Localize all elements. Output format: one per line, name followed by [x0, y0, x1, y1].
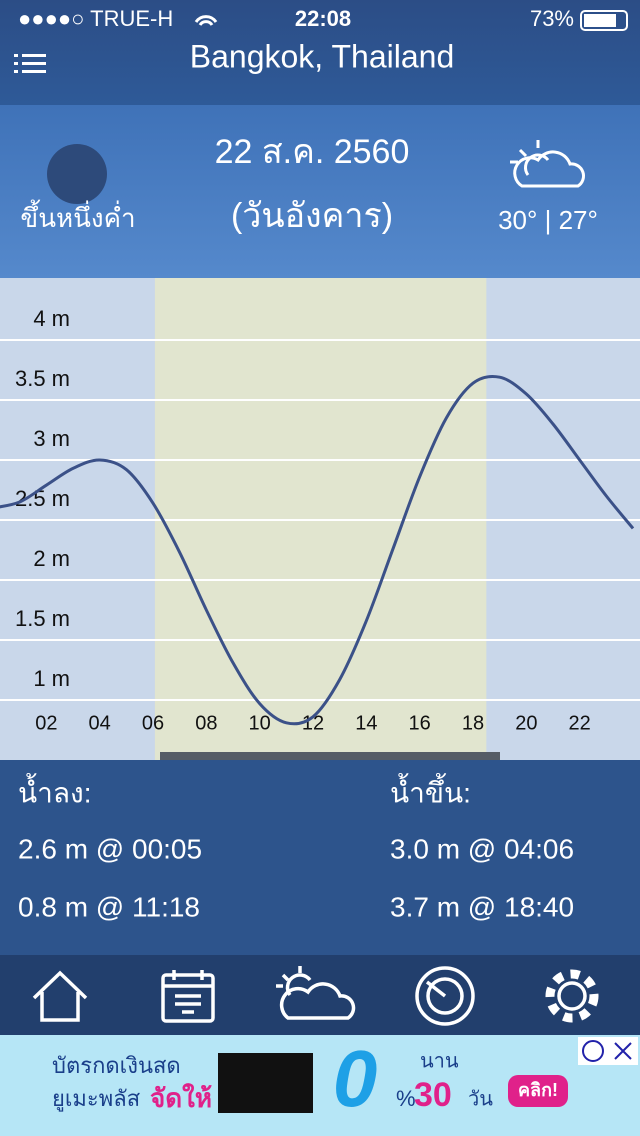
y-tick-label: 3.5 m [15, 366, 70, 391]
x-tick-label: 02 [35, 712, 57, 734]
ad-text: % [396, 1086, 416, 1111]
ad-text: 0 [333, 1034, 378, 1123]
ad-close[interactable] [614, 1042, 632, 1060]
ad-text: ยูเมะพลัส [52, 1086, 141, 1112]
x-tick-label: 14 [355, 712, 377, 734]
battery-level [584, 14, 616, 27]
x-tick-label: 20 [515, 712, 537, 734]
x-tick-label: 16 [409, 712, 431, 734]
weather-icon [510, 140, 585, 188]
x-tick-label: 18 [462, 712, 484, 734]
y-tick-label: 2.5 m [15, 486, 70, 511]
scroll-indicator [160, 752, 500, 760]
x-tick-label: 12 [302, 712, 324, 734]
temperature: 30° | 27° [498, 205, 598, 235]
ad-info[interactable] [582, 1040, 604, 1062]
y-tick-label: 1 m [33, 666, 70, 691]
tide-line [0, 374, 635, 726]
low-tide: 2.6 m @ 00:05 [18, 833, 202, 864]
y-tick-label: 1.5 m [15, 606, 70, 631]
menu-button[interactable] [14, 54, 46, 73]
forecast-tab[interactable] [276, 966, 356, 1020]
ad-card [218, 1053, 313, 1113]
ad-text: วัน [468, 1088, 493, 1110]
ad-text: นาน [420, 1050, 459, 1072]
weekday: (วันอังคาร) [231, 197, 393, 235]
low-tide-label: น้ำลง: [18, 772, 91, 808]
home-tab[interactable] [32, 970, 88, 1022]
moon-icon [47, 144, 107, 204]
ad-text: 30 [414, 1076, 452, 1114]
calendar-tab[interactable] [161, 970, 215, 1023]
header-bg [0, 0, 640, 105]
high-tide-label: น้ำขึ้น: [390, 772, 471, 808]
radar-tab[interactable] [415, 966, 475, 1026]
ad-button-label[interactable]: คลิก! [518, 1080, 558, 1100]
ad-text: จัดให้ [150, 1083, 212, 1113]
high-tide: 3.7 m @ 18:40 [390, 891, 574, 922]
x-tick-label: 22 [569, 712, 591, 734]
ad-controls[interactable] [578, 1037, 638, 1065]
x-tick-label: 08 [195, 712, 217, 734]
location-title: Bangkok, Thailand [190, 38, 454, 74]
y-tick-label: 3 m [33, 426, 70, 451]
carrier: ●●●●○ TRUE-H [18, 6, 173, 31]
battery-percent: 73% [530, 6, 574, 31]
day-panel [0, 105, 640, 278]
x-tick-label: 10 [249, 712, 271, 734]
tide-panel [0, 760, 640, 955]
clock: 22:08 [295, 6, 351, 31]
wifi-icon [194, 15, 218, 26]
tide-chart: 4 m 3.5 m 3 m 2.5 m 2 m 1.5 m 1 m 02 04 06 08 10 12 1… [0, 278, 640, 760]
high-tide: 3.0 m @ 04:06 [390, 833, 574, 864]
x-tick-label: 06 [142, 712, 164, 734]
low-tide: 0.8 m @ 11:18 [18, 891, 200, 922]
date: 22 ส.ค. 2560 [215, 133, 410, 171]
settings-tab[interactable] [545, 969, 599, 1023]
x-tick-label: 04 [89, 712, 111, 734]
tab-bar [0, 955, 640, 1035]
moon-phase: ขึ้นหนึ่งค่ำ [20, 199, 135, 233]
battery-icon [580, 10, 628, 31]
y-tick-label: 4 m [33, 306, 70, 331]
ad-button[interactable] [508, 1075, 568, 1107]
y-tick-label: 2 m [33, 546, 70, 571]
ad-text: บัตรกดเงินสด [52, 1053, 181, 1078]
